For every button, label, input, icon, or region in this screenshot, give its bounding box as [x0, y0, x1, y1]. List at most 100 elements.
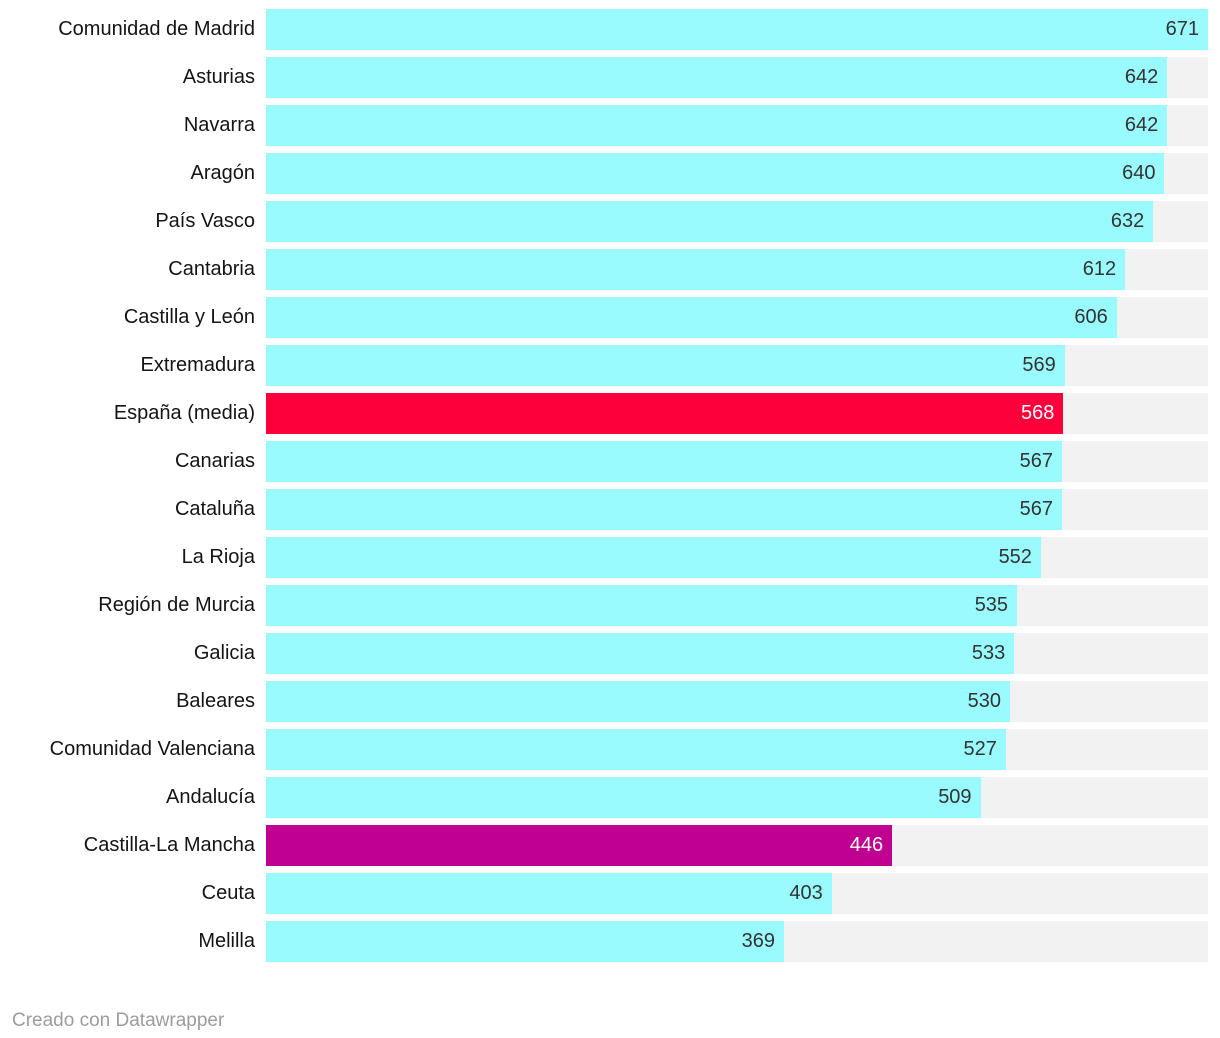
- category-label: Castilla y León: [123, 306, 255, 328]
- bar-track: 567: [266, 489, 1208, 530]
- chart-row: País Vasco 632: [0, 201, 1220, 242]
- bar-track: 642: [266, 57, 1208, 98]
- chart-row: Aragón 640: [0, 153, 1220, 194]
- bar-track: 527: [266, 729, 1208, 770]
- category-label: Canarias: [174, 450, 255, 472]
- value-label: 568: [1021, 402, 1055, 424]
- value-label: 612: [1082, 258, 1117, 280]
- chart-row: Castilla-La Mancha 446: [0, 825, 1220, 866]
- bar-track: 552: [266, 537, 1208, 578]
- category-label: Andalucía: [166, 786, 255, 808]
- value-label: 567: [1019, 498, 1053, 520]
- bar[interactable]: 606: [266, 297, 1117, 338]
- bar-track: 640: [266, 153, 1208, 194]
- bar[interactable]: 552: [266, 537, 1041, 578]
- chart-row: Castilla y León 606: [0, 297, 1220, 338]
- chart-row: Andalucía 509: [0, 777, 1220, 818]
- chart-row: España (media) 568: [0, 393, 1220, 434]
- category-label: Extremadura: [140, 354, 256, 376]
- chart-row: Baleares 530: [0, 681, 1220, 722]
- value-label: 552: [998, 546, 1032, 568]
- value-label: 569: [1022, 354, 1056, 376]
- chart-row: Asturias 642: [0, 57, 1220, 98]
- chart-row: Comunidad Valenciana 527: [0, 729, 1220, 770]
- bar-track: 568: [266, 393, 1208, 434]
- category-label: Baleares: [176, 690, 255, 712]
- bar-track: 446: [266, 825, 1208, 866]
- category-label: Comunidad Valenciana: [49, 738, 255, 760]
- bar-track: 535: [266, 585, 1208, 626]
- category-label: Ceuta: [201, 882, 255, 904]
- value-label: 642: [1124, 66, 1159, 88]
- chart-row: La Rioja 552: [0, 537, 1220, 578]
- chart-row: Comunidad de Madrid 671: [0, 9, 1220, 50]
- category-label: Cataluña: [174, 498, 255, 520]
- bar[interactable]: 527: [266, 729, 1006, 770]
- highlighted-bar[interactable]: 446: [266, 825, 893, 866]
- bar-track: 642: [266, 105, 1208, 146]
- value-label: 632: [1110, 210, 1145, 232]
- chart-row: Extremadura 569: [0, 345, 1220, 386]
- category-label: Aragón: [190, 162, 256, 184]
- bar[interactable]: 403: [266, 873, 832, 914]
- category-label: La Rioja: [181, 546, 255, 568]
- value-label: 446: [849, 834, 884, 856]
- bar[interactable]: 567: [266, 441, 1062, 482]
- value-label: 606: [1074, 306, 1108, 328]
- value-label: 369: [741, 930, 776, 952]
- chart-row: Ceuta 403: [0, 873, 1220, 914]
- bar-track: 606: [266, 297, 1208, 338]
- value-label: 509: [938, 786, 972, 808]
- chart-row: Navarra 642: [0, 105, 1220, 146]
- bar-track: 569: [266, 345, 1208, 386]
- chart-row: Cataluña 567: [0, 489, 1220, 530]
- bar-track: 632: [266, 201, 1208, 242]
- value-label: 567: [1019, 450, 1053, 472]
- chart-row: Melilla 369: [0, 921, 1220, 962]
- chart-row: Cantabria 612: [0, 249, 1220, 290]
- bar-track: 530: [266, 681, 1208, 722]
- value-label: 403: [789, 882, 823, 904]
- value-label: 640: [1122, 162, 1156, 184]
- bar[interactable]: 533: [266, 633, 1015, 674]
- bar-track: 612: [266, 249, 1208, 290]
- bar[interactable]: 640: [266, 153, 1165, 194]
- category-label: Castilla-La Mancha: [83, 834, 255, 856]
- highlighted-bar[interactable]: 568: [266, 393, 1064, 434]
- bar[interactable]: 612: [266, 249, 1126, 290]
- category-label: País Vasco: [155, 210, 255, 232]
- value-label: 535: [974, 594, 1009, 616]
- bar-chart: Comunidad de Madrid 671 Asturias 642 Navarra…: [0, 9, 1220, 962]
- bar[interactable]: 567: [266, 489, 1062, 530]
- category-label: Comunidad de Madrid: [58, 18, 255, 40]
- bar-track: 567: [266, 441, 1208, 482]
- category-label: Navarra: [183, 114, 255, 136]
- chart-rows: Comunidad de Madrid 671 Asturias 642 Navarra…: [0, 9, 1220, 962]
- bar[interactable]: 535: [266, 585, 1018, 626]
- category-label: Cantabria: [168, 258, 255, 280]
- bar[interactable]: 569: [266, 345, 1065, 386]
- bar-track: 369: [266, 921, 1208, 962]
- category-label: Asturias: [182, 66, 255, 88]
- bar[interactable]: 642: [266, 57, 1168, 98]
- chart-row: Galicia 533: [0, 633, 1220, 674]
- bar[interactable]: 632: [266, 201, 1154, 242]
- value-label: 530: [967, 690, 1002, 712]
- bar-track: 403: [266, 873, 1208, 914]
- bar-track: 509: [266, 777, 1208, 818]
- value-label: 642: [1124, 114, 1159, 136]
- bar[interactable]: 369: [266, 921, 785, 962]
- bar-track: 671: [266, 9, 1208, 50]
- bar[interactable]: 642: [266, 105, 1168, 146]
- value-label: 527: [963, 738, 997, 760]
- bar[interactable]: 671: [266, 9, 1208, 50]
- category-label: España (media): [113, 402, 255, 424]
- datawrapper-attribution-link[interactable]: Creado con Datawrapper: [12, 1010, 225, 1031]
- chart-row: Canarias 567: [0, 441, 1220, 482]
- chart-row: Región de Murcia 535: [0, 585, 1220, 626]
- bar-track: 533: [266, 633, 1208, 674]
- bar[interactable]: 530: [266, 681, 1011, 722]
- bar[interactable]: 509: [266, 777, 981, 818]
- category-label: Galicia: [193, 642, 255, 664]
